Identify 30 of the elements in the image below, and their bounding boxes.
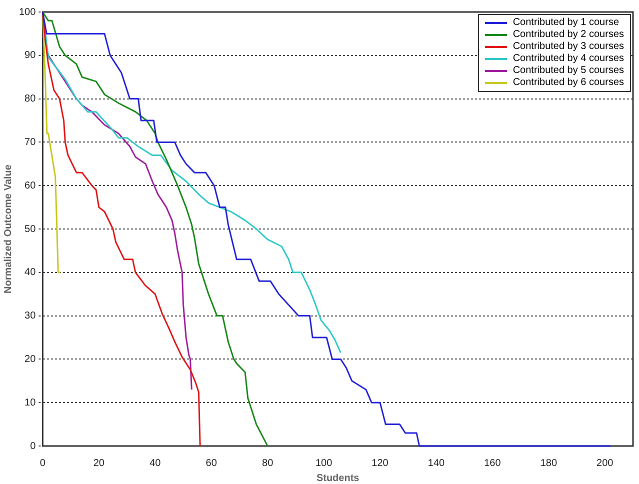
legend-label: Contributed by 1 course <box>512 17 619 29</box>
y-tick-label: 40 <box>24 267 36 278</box>
x-axis-title: Students <box>316 472 360 484</box>
x-tick-label: 160 <box>484 458 502 469</box>
legend-label: Contributed by 6 courses <box>512 77 624 89</box>
y-tick-label: 60 <box>24 180 36 192</box>
legend-label: Contributed by 3 courses <box>512 41 624 53</box>
y-tick-label: 0 <box>30 440 36 452</box>
legend-label: Contributed by 4 courses <box>512 53 624 65</box>
legend-label: Contributed by 2 courses <box>512 29 624 41</box>
y-tick-label: 100 <box>18 6 36 18</box>
y-tick-label: 30 <box>24 310 36 322</box>
legend-label: Contributed by 5 courses <box>512 65 624 77</box>
y-tick-label: 20 <box>24 354 36 365</box>
x-tick-label: 0 <box>40 458 46 469</box>
y-tick-label: 80 <box>24 94 36 105</box>
x-tick-label: 200 <box>596 458 614 469</box>
x-tick-label: 120 <box>372 458 389 469</box>
y-tick-label: 50 <box>24 224 36 235</box>
y-tick-label: 10 <box>24 397 36 408</box>
x-tick-label: 100 <box>315 458 333 469</box>
x-tick-label: 20 <box>93 458 105 469</box>
y-tick-label: 70 <box>24 136 36 148</box>
y-tick-label: 90 <box>24 50 36 62</box>
x-tick-label: 180 <box>540 458 558 469</box>
x-tick-label: 60 <box>206 458 218 469</box>
x-tick-label: 40 <box>150 458 162 469</box>
x-tick-label: 140 <box>428 458 446 469</box>
y-axis-title: Normalized Outcome Value <box>2 164 14 294</box>
x-tick-label: 80 <box>262 458 274 469</box>
